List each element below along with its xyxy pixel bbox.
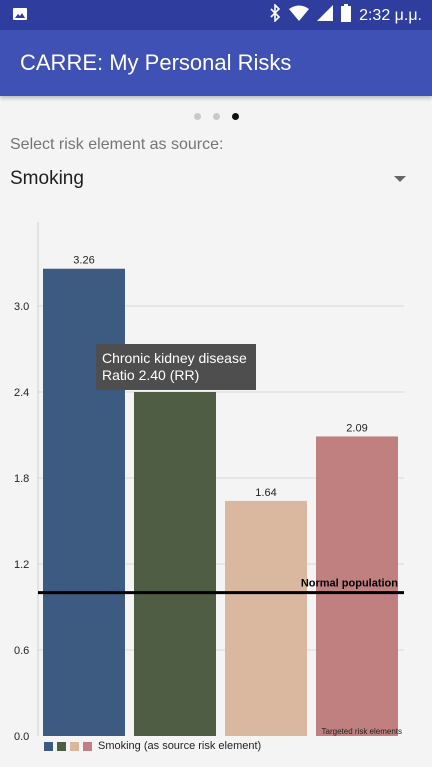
app-bar: CARRE: My Personal Risks (0, 30, 432, 96)
y-tick-label: 1.2 (14, 559, 29, 571)
dropdown-arrow-icon (394, 176, 406, 182)
bar-value-label-3: 1.64 (255, 487, 276, 499)
bar-2[interactable] (134, 392, 216, 736)
y-tick-label: 3.0 (14, 301, 29, 313)
legend-label: Smoking (as source risk element) (98, 740, 262, 752)
page-indicator (0, 113, 432, 123)
status-bar: 2:32 μ.μ. (0, 0, 432, 30)
value-labels: 3.26 1.64 2.09 (73, 255, 367, 499)
source-spinner-value: Smoking (10, 168, 84, 189)
bar-1[interactable] (43, 268, 125, 736)
source-spinner[interactable]: Smoking (10, 168, 406, 194)
risk-bar-chart: 0.0 0.6 1.2 1.8 2.4 3.0 3.26 1.64 2.09 Normal p… (14, 222, 404, 743)
tooltip-title: Chronic kidney disease (102, 350, 247, 366)
x-axis-note: Targeted risk elements (322, 727, 402, 736)
page-dot-3[interactable] (231, 113, 239, 120)
legend-swatch-1 (44, 741, 53, 751)
bars (43, 268, 398, 736)
chart-legend: Smoking (as source risk element) (44, 739, 261, 753)
page-dot-1[interactable] (193, 113, 201, 120)
bar-value-label-4: 2.09 (346, 422, 367, 434)
y-tick-label: 0.0 (14, 731, 29, 743)
y-tick-label: 2.4 (14, 387, 29, 399)
wifi-icon (289, 5, 310, 26)
bar-3[interactable] (225, 500, 307, 736)
legend-swatch-2 (57, 741, 66, 751)
bar-4[interactable] (316, 436, 398, 736)
legend-swatches (44, 741, 96, 751)
source-selector-label: Select risk element as source: (10, 136, 224, 153)
bluetooth-icon (269, 3, 281, 27)
signal-icon (317, 5, 334, 26)
legend-swatch-4 (83, 741, 92, 751)
battery-icon (341, 4, 352, 27)
normal-population-label: Normal population (301, 578, 398, 590)
tooltip-value: Ratio 2.40 (RR) (102, 367, 200, 383)
bar-value-label-1: 3.26 (73, 255, 94, 267)
status-time: 2:32 μ.μ. (359, 6, 422, 24)
page-dot-2[interactable] (212, 113, 220, 120)
app-title: CARRE: My Personal Risks (20, 50, 292, 75)
image-icon (12, 6, 28, 27)
y-axis-ticks: 0.0 0.6 1.2 1.8 2.4 3.0 (14, 301, 29, 743)
legend-swatch-3 (70, 741, 79, 751)
y-tick-label: 1.8 (14, 473, 29, 485)
bar-tooltip: Chronic kidney disease Ratio 2.40 (RR) (96, 344, 256, 390)
y-tick-label: 0.6 (14, 645, 29, 657)
